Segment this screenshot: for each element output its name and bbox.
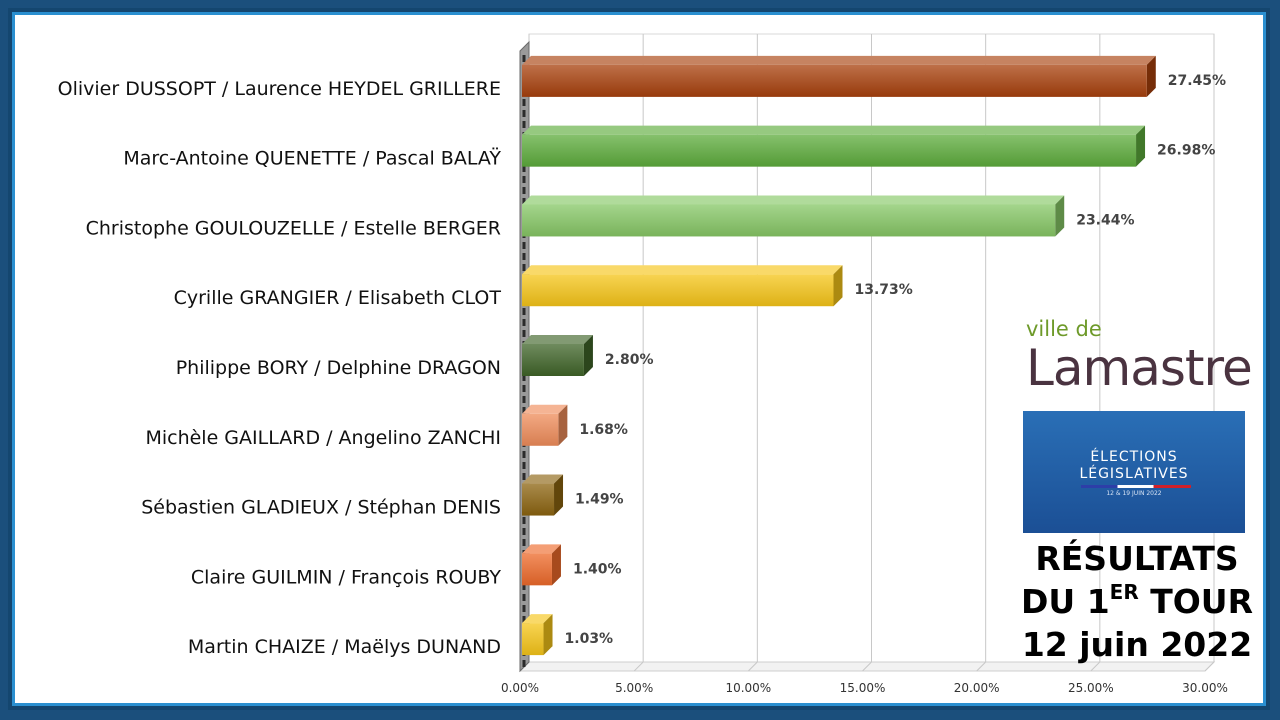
bar-side-face — [583, 335, 593, 376]
category-label: Martin CHAIZE / Maëlys DUNAND — [188, 636, 501, 658]
category-label: Olivier DUSSOPT / Laurence HEYDEL GRILLE… — [58, 78, 501, 100]
results-line2: DU 1ER TOUR — [1017, 580, 1257, 623]
results-line3: 12 juin 2022 — [1021, 625, 1253, 664]
results-line2-suffix: TOUR — [1138, 582, 1253, 621]
bar-front-face — [522, 344, 584, 376]
bar — [522, 265, 843, 307]
x-tick-label: 30.00% — [1182, 681, 1228, 695]
logo-big-text: Lamastre — [1026, 339, 1253, 397]
bar-value-label: 13.73% — [855, 282, 913, 298]
bar-layer — [522, 55, 1156, 656]
results-line2-prefix: DU 1 — [1021, 582, 1110, 621]
gridline-floor — [633, 661, 644, 672]
x-tick-label: 0.00% — [501, 681, 539, 695]
bar-front-face — [522, 64, 1147, 97]
bar-front-face — [522, 483, 555, 516]
bar-value-label: 2.80% — [605, 352, 654, 368]
frame: 0.00% 5.00% 10.00% 15.00% 20.00% 25.00% 30.00%… — [12, 12, 1266, 706]
bar-value-label: 26.98% — [1157, 143, 1215, 159]
bar-front-face — [522, 553, 552, 586]
gridline-floor — [862, 661, 872, 672]
category-label: Marc-Antoine QUENETTE / Pascal BALAŸ — [123, 147, 501, 170]
results-line2-sup: ER — [1109, 580, 1139, 604]
bar — [522, 614, 553, 656]
election-banner: ÉLECTIONS LÉGISLATIVES 12 & 19 JUIN 2022 — [1023, 411, 1245, 533]
flag-bar — [1081, 485, 1191, 488]
bar — [522, 195, 1065, 237]
bar-front-face — [522, 274, 834, 307]
bar-value-label: 23.44% — [1076, 212, 1134, 228]
bar — [522, 544, 561, 586]
category-label: Michèle GAILLARD / Angelino ZANCHI — [145, 427, 501, 449]
bar-side-face — [543, 614, 553, 656]
category-label: Philippe BORY / Delphine DRAGON — [176, 357, 501, 379]
banner-line1: ÉLECTIONS — [1090, 449, 1178, 465]
bar-value-label: 1.03% — [565, 631, 614, 647]
category-label: Cyrille GRANGIER / Elisabeth CLOT — [174, 287, 502, 309]
category-label: Claire GUILMIN / François ROUBY — [191, 566, 501, 588]
gridline-floor — [747, 661, 758, 672]
bar — [522, 474, 564, 516]
bar-value-label: 1.40% — [573, 561, 622, 577]
bar-front-face — [522, 413, 559, 446]
bar-side-face — [551, 544, 561, 586]
bar-chart: 0.00% 5.00% 10.00% 15.00% 20.00% 25.00% 30.00%… — [58, 33, 1228, 695]
bar-value-label: 1.68% — [579, 422, 628, 438]
x-tick-label: 5.00% — [615, 681, 653, 695]
bar-top-face — [522, 265, 843, 275]
bar-front-face — [522, 204, 1056, 237]
bar — [522, 335, 593, 376]
bar-front-face — [522, 623, 544, 656]
x-tick-label: 10.00% — [725, 681, 771, 695]
x-tick-label: 20.00% — [954, 681, 1000, 695]
gridline-floor — [1090, 661, 1101, 672]
bar-top-face — [522, 614, 553, 624]
category-label: Sébastien GLADIEUX / Stéphan DENIS — [141, 497, 501, 519]
bar — [522, 404, 568, 446]
results-heading: RÉSULTATS DU 1ER TOUR 12 juin 2022 — [1017, 537, 1257, 666]
bar — [522, 125, 1146, 167]
bar-top-face — [522, 125, 1146, 135]
bar-side-face — [558, 404, 568, 446]
bar-side-face — [1055, 195, 1065, 237]
category-label: Christophe GOULOUZELLE / Estelle BERGER — [86, 217, 501, 239]
bar-top-face — [522, 474, 564, 484]
gridline-floor — [976, 661, 987, 672]
bar-value-label: 1.49% — [575, 492, 624, 508]
results-line1: RÉSULTATS — [1035, 539, 1239, 578]
banner-date: 12 & 19 JUIN 2022 — [1106, 490, 1162, 497]
x-tick-label: 15.00% — [840, 681, 886, 695]
bar-top-face — [522, 404, 568, 414]
label-layer: 0.00% 5.00% 10.00% 15.00% 20.00% 25.00% 30.00%… — [58, 73, 1228, 695]
banner-line2: LÉGISLATIVES — [1079, 466, 1189, 482]
bar-top-face — [522, 335, 593, 344]
bar-side-face — [554, 474, 564, 516]
town-logo: ville de Lamastre — [1018, 303, 1253, 403]
bar-top-face — [522, 544, 561, 554]
bar-value-label: 27.45% — [1168, 73, 1226, 89]
bar — [522, 55, 1156, 97]
bar-side-face — [1136, 125, 1146, 167]
logo-small-text: ville de — [1026, 317, 1102, 341]
x-tick-label: 25.00% — [1068, 681, 1114, 695]
gridline-floor — [1204, 661, 1215, 672]
bar-top-face — [522, 195, 1065, 205]
bar-side-face — [1146, 55, 1156, 97]
bar-side-face — [833, 265, 843, 307]
bar-top-face — [522, 55, 1156, 65]
bar-front-face — [522, 134, 1137, 167]
